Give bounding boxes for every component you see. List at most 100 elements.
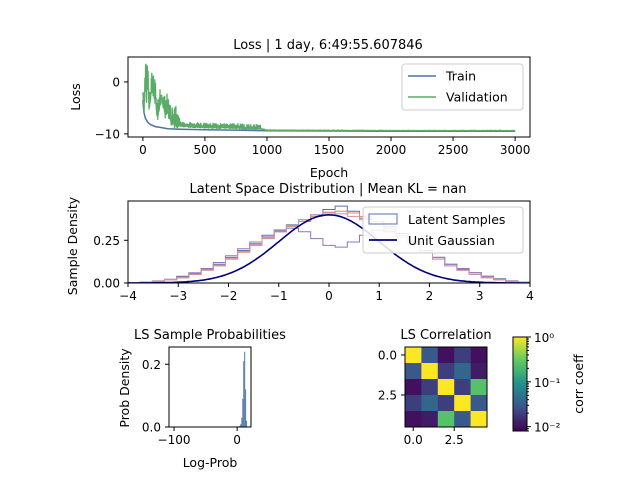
- probability-bar: [239, 425, 241, 427]
- latent-legend-box: [362, 206, 524, 254]
- correlation-cell: [454, 363, 471, 380]
- legend-latent-samples-swatch: [368, 213, 398, 225]
- loss-xtick-label: 2500: [438, 143, 469, 157]
- correlation-cell: [437, 379, 455, 396]
- probabilities-xlabel: Log-Prob: [183, 455, 238, 470]
- loss-xlabel: Epoch: [310, 165, 348, 180]
- correlation-xtick-label: 0.0: [404, 433, 423, 447]
- probability-bar: [245, 389, 247, 427]
- probabilities-ytick-label: 0.0: [142, 421, 161, 435]
- loss-chart-title: Loss | 1 day, 6:49:55.607846: [233, 38, 423, 53]
- probability-bar: [246, 420, 248, 427]
- latent-histogram-3: [128, 211, 530, 283]
- unit-gaussian-curve: [128, 213, 530, 283]
- latent-chart-title: Latent Space Distribution | Mean KL = na…: [190, 182, 467, 197]
- correlation-cell: [470, 395, 488, 412]
- latent-xtick-label: 3: [476, 289, 484, 303]
- correlation-cell: [405, 411, 422, 428]
- loss-xtick-label: 3000: [500, 143, 531, 157]
- latent-xtick-label: −2: [220, 289, 238, 303]
- correlation-cell: [421, 395, 439, 412]
- correlation-ytick-label: 2.5: [378, 389, 397, 403]
- probabilities-axes-frame: [168, 346, 252, 428]
- probability-bar: [240, 423, 242, 427]
- colorbar-label: corr coeff: [571, 354, 586, 414]
- colorbar-ticks: 10⁰ 10⁻¹ 10⁻²: [527, 331, 561, 435]
- loss-xtick-label: 1500: [314, 143, 345, 157]
- colorbar-tick-label: 10⁻²: [534, 421, 561, 435]
- loss-ytick-label: 0: [112, 75, 120, 89]
- correlation-cell: [454, 379, 471, 396]
- loss-ytick-label: −10: [95, 127, 120, 141]
- correlation-cell: [437, 363, 455, 380]
- correlation-heatmap: LS Correlation 0.0 2.5 0.0 2.5 10⁰ 10⁻¹ 10⁻² …: [378, 328, 586, 447]
- correlation-xtick-label: 2.5: [445, 433, 464, 447]
- correlation-cell: [421, 363, 439, 380]
- correlation-cell: [470, 347, 488, 364]
- probability-bars: [238, 351, 248, 427]
- loss-axes: 0 500 1000 1500 2000 2500 3000 −10 0: [95, 75, 531, 157]
- correlation-title: LS Correlation: [400, 328, 491, 343]
- loss-series: [142, 63, 516, 133]
- loss-chart: Loss | 1 day, 6:49:55.607846 0 500 1000 150…: [68, 38, 531, 180]
- correlation-cell: [405, 379, 422, 396]
- correlation-cell: [454, 395, 471, 412]
- latent-legend: Latent Samples Unit Gaussian: [362, 206, 524, 254]
- latent-histograms: [128, 205, 530, 283]
- colorbar-tick-label: 10⁰: [534, 331, 554, 345]
- correlation-cell: [470, 363, 488, 380]
- probabilities-chart-title: LS Sample Probabilities: [134, 328, 286, 343]
- correlation-cell: [470, 411, 488, 428]
- probability-bar: [243, 361, 245, 427]
- latent-xtick-label: 2: [426, 289, 434, 303]
- colorbar-gradient: [512, 336, 528, 432]
- correlation-cell: [421, 379, 439, 396]
- legend-train-label: Train: [445, 69, 476, 84]
- latent-distribution-chart: Latent Space Distribution | Mean KL = na…: [65, 182, 534, 303]
- latent-axes: −4 −3 −2 −1 0 1 2 3 4 0.00 0.25: [93, 234, 534, 303]
- correlation-cell: [437, 411, 455, 428]
- latent-xtick-label: −4: [119, 289, 137, 303]
- probability-bar: [244, 351, 246, 427]
- probability-bar: [241, 417, 243, 427]
- latent-ylabel: Sample Density: [65, 196, 80, 295]
- probabilities-xtick-label: 0: [233, 433, 241, 447]
- correlation-cell: [421, 411, 439, 428]
- correlation-cell: [454, 347, 471, 364]
- correlation-cell: [437, 395, 455, 412]
- loss-xtick-label: 1000: [252, 143, 283, 157]
- probability-bar: [242, 398, 244, 427]
- probabilities-ytick-label: 0.2: [142, 358, 161, 372]
- correlation-axes: 0.0 2.5 0.0 2.5: [378, 349, 464, 448]
- latent-ytick-label: 0.00: [93, 277, 120, 291]
- correlation-ytick-label: 0.0: [378, 349, 397, 363]
- correlation-cell: [405, 347, 422, 364]
- correlation-cells: [405, 347, 488, 428]
- correlation-axes-frame: [404, 346, 488, 428]
- loss-xtick-label: 500: [193, 143, 216, 157]
- probabilities-axes: −100 0 0.0 0.2: [142, 358, 241, 447]
- colorbar: 10⁰ 10⁻¹ 10⁻² corr coeff: [512, 331, 586, 435]
- legend-validation-label: Validation: [446, 90, 508, 105]
- correlation-cell: [470, 379, 488, 396]
- correlation-cell: [421, 347, 439, 364]
- loss-xtick-label: 2000: [376, 143, 407, 157]
- legend-unit-gaussian-label: Unit Gaussian: [408, 233, 495, 248]
- probabilities-xtick-label: −100: [158, 433, 191, 447]
- correlation-cell: [405, 395, 422, 412]
- loss-ylabel: Loss: [68, 83, 83, 110]
- latent-xtick-label: −1: [270, 289, 288, 303]
- latent-xtick-label: 0: [325, 289, 333, 303]
- loss-line-validation: [142, 63, 516, 132]
- latent-ytick-label: 0.25: [93, 234, 120, 248]
- latent-xtick-label: 4: [526, 289, 534, 303]
- loss-xtick-label: 0: [139, 143, 147, 157]
- loss-legend: Train Validation: [401, 63, 524, 111]
- correlation-cell: [437, 347, 455, 364]
- correlation-cell: [454, 411, 471, 428]
- latent-xtick-label: −3: [169, 289, 187, 303]
- latent-xtick-label: 1: [375, 289, 383, 303]
- sample-probabilities-chart: LS Sample Probabilities −100 0 0.0 0.2 Log-…: [117, 328, 286, 470]
- latent-histogram-2: [128, 227, 530, 283]
